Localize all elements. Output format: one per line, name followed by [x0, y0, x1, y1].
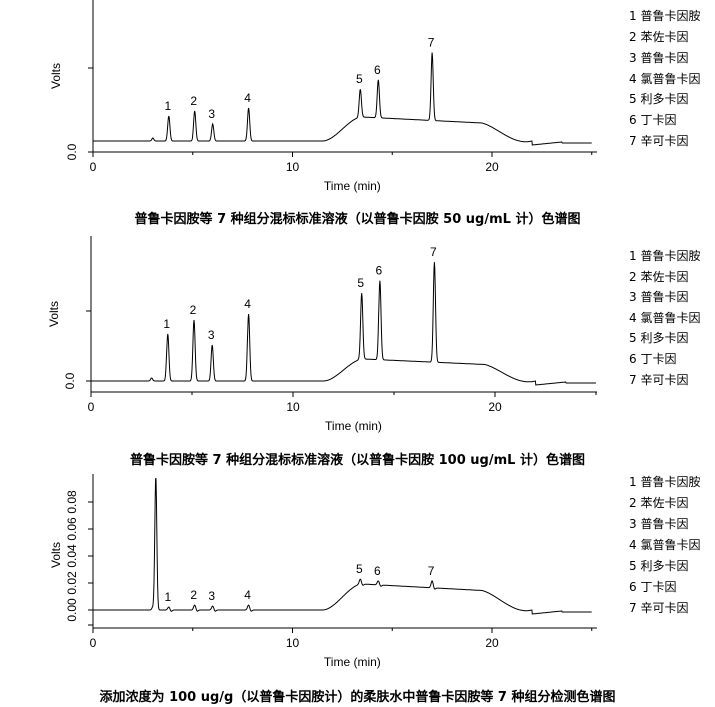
chart-panel-1: 0 10 20 Time (min) 0.0 Volts 1 23 4 56 7 [49, 0, 597, 193]
peak-label: 6 [376, 264, 383, 278]
x-tick-label: 20 [485, 636, 499, 650]
legend-item: 7 辛可卡因 [629, 373, 689, 387]
chromatogram-trace [91, 262, 596, 386]
y-tick-label: 0.0 [63, 372, 77, 389]
y-axis-label: Volts [49, 63, 63, 89]
peak-label: 2 [190, 588, 197, 602]
caption-panel-1: 普鲁卡因胺等 7 种组分混标标准溶液（以普鲁卡因胺 50 ug/mL 计）色谱图 [134, 212, 581, 227]
x-tick-label: 0 [88, 400, 95, 414]
legend-item: 3 普鲁卡因 [629, 51, 689, 65]
peak-label: 4 [244, 297, 251, 311]
peak-label: 5 [356, 72, 363, 86]
peak-label: 3 [208, 107, 215, 121]
y-axis-label: Volts [47, 301, 61, 327]
peak-label: 7 [428, 36, 435, 50]
peak-label: 2 [190, 94, 197, 108]
x-axis-label: Time (min) [325, 419, 382, 433]
legend-item: 2 苯佐卡因 [629, 496, 689, 510]
peak-label: 4 [244, 91, 251, 105]
peak-label: 6 [374, 63, 381, 77]
legend-item: 1 普鲁卡因胺 [629, 9, 701, 23]
legend-item: 3 普鲁卡因 [629, 517, 689, 531]
peak-label: 7 [428, 564, 435, 578]
peak-label: 3 [208, 328, 215, 342]
peak-label: 1 [163, 317, 170, 331]
legend-item: 5 利多卡因 [629, 92, 689, 106]
x-tick-label: 10 [286, 636, 300, 650]
y-axis-label: Volts [49, 542, 63, 568]
y-tick-label: 0.02 [65, 571, 79, 595]
legend-item: 2 苯佐卡因 [629, 270, 689, 284]
peak-label: 1 [164, 590, 171, 604]
legend-item: 4 氯普鲁卡因 [629, 538, 701, 552]
chart-panel-3: 0 10 20 Time (min) 0.00 0.02 0.04 0.06 0.08 Volts… [49, 474, 597, 669]
x-tick-label: 0 [90, 160, 97, 174]
caption-panel-2: 普鲁卡因胺等 7 种组分混标标准溶液（以普鲁卡因胺 100 ug/mL 计）色谱… [130, 453, 585, 468]
legend-item: 2 苯佐卡因 [629, 30, 689, 44]
y-tick-label: 0.00 [65, 598, 79, 622]
peak-label: 7 [430, 245, 437, 259]
peak-label: 1 [164, 99, 171, 113]
legend-item: 3 普鲁卡因 [629, 290, 689, 304]
peak-label: 5 [356, 562, 363, 576]
chromatogram-trace [93, 478, 592, 615]
x-tick-label: 10 [286, 160, 300, 174]
legend-item: 4 氯普鲁卡因 [629, 311, 701, 325]
peak-label: 4 [244, 588, 251, 602]
y-tick-label: 0.08 [65, 490, 79, 514]
y-tick-label: 0.06 [65, 517, 79, 541]
y-tick-label: 0.0 [65, 143, 79, 160]
legend-item: 6 丁卡因 [629, 352, 677, 366]
chromatogram-trace [93, 52, 592, 146]
peak-label: 6 [374, 564, 381, 578]
legend-item: 5 利多卡因 [629, 559, 689, 573]
legend-item: 1 普鲁卡因胺 [629, 249, 701, 263]
chart-panel-2: 0 10 20 Time (min) 0.0 Volts 1 23 4 56 7 [47, 236, 597, 433]
peak-label: 3 [208, 589, 215, 603]
legend-item: 4 氯普鲁卡因 [629, 72, 701, 86]
peak-label: 5 [357, 276, 364, 290]
legend-item: 6 丁卡因 [629, 580, 677, 594]
legend-item: 7 辛可卡因 [629, 601, 689, 615]
x-axis-label: Time (min) [324, 655, 381, 669]
legend-item: 6 丁卡因 [629, 113, 677, 127]
caption-panel-3: 添加浓度为 100 ug/g（以普鲁卡因胺计）的柔肤水中普鲁卡因胺等 7 种组分… [99, 690, 616, 705]
x-tick-label: 10 [286, 400, 300, 414]
x-tick-label: 20 [485, 160, 499, 174]
x-axis-label: Time (min) [324, 179, 381, 193]
peak-label: 2 [190, 303, 197, 317]
x-tick-label: 0 [90, 636, 97, 650]
y-tick-label: 0.04 [65, 544, 79, 568]
legend-item: 7 辛可卡因 [629, 134, 689, 148]
legend-item: 5 利多卡因 [629, 331, 689, 345]
x-tick-label: 20 [488, 400, 502, 414]
legend-item: 1 普鲁卡因胺 [629, 475, 701, 489]
